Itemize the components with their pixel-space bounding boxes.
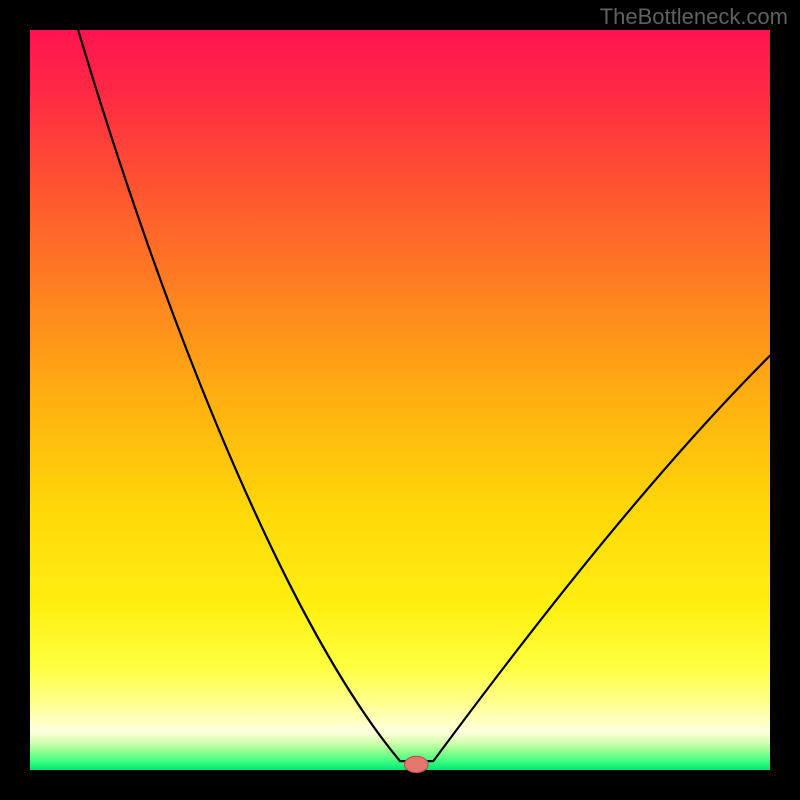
chart-container: TheBottleneck.com (0, 0, 800, 800)
plot-area (30, 30, 770, 770)
watermark-text: TheBottleneck.com (600, 4, 788, 30)
bottleneck-chart (0, 0, 800, 800)
optimum-marker (404, 756, 428, 772)
